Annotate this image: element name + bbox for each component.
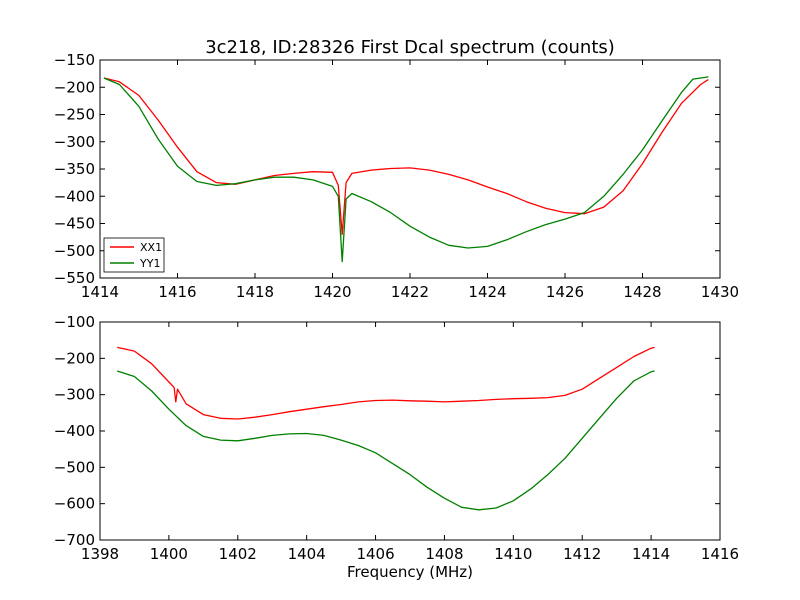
series-layer xyxy=(103,76,709,263)
y-tick-label: −550 xyxy=(54,269,95,287)
legend-label-yy1: YY1 xyxy=(139,257,160,270)
series-layer xyxy=(117,346,655,511)
legend-label-xx1: XX1 xyxy=(140,241,162,254)
y-tick-label: −250 xyxy=(54,106,95,124)
y-tick-label: −200 xyxy=(54,349,95,367)
x-tick-label: 1420 xyxy=(313,283,351,301)
axis-ticks: 1414 1416 1418 1420 1422 1424 1426 1428 1430 −550… xyxy=(54,51,739,301)
x-tick-label: 1416 xyxy=(701,545,739,563)
x-tick-label: 1418 xyxy=(236,283,274,301)
axis-ticks: 1398 1400 1402 1404 1406 1408 1410 1412 1414 1416… xyxy=(54,313,739,563)
x-tick-label: 1428 xyxy=(623,283,661,301)
y-tick-label: −300 xyxy=(54,386,95,404)
x-tick-label: 1402 xyxy=(219,545,257,563)
y-tick-label: −350 xyxy=(54,160,95,178)
x-tick-label: 1412 xyxy=(563,545,601,563)
y-tick-label: −300 xyxy=(54,133,95,151)
top-chart: 3c218, ID:28326 First Dcal spectrum (cou… xyxy=(54,37,739,301)
y-tick-label: −400 xyxy=(54,422,95,440)
x-tick-label: 1430 xyxy=(701,283,739,301)
x-tick-label: 1422 xyxy=(391,283,429,301)
x-tick-label: 1400 xyxy=(150,545,188,563)
x-axis-label: Frequency (MHz) xyxy=(347,563,473,581)
y-tick-label: −600 xyxy=(54,495,95,513)
y-tick-label: −200 xyxy=(54,78,95,96)
x-tick-label: 1408 xyxy=(425,545,463,563)
series-line-red xyxy=(117,346,655,420)
x-tick-label: 1404 xyxy=(288,545,326,563)
x-tick-label: 1424 xyxy=(468,283,506,301)
chart-title: 3c218, ID:28326 First Dcal spectrum (cou… xyxy=(205,37,615,58)
y-tick-label: −500 xyxy=(54,242,95,260)
series-line-green xyxy=(117,370,655,511)
x-tick-label: 1398 xyxy=(81,545,119,563)
x-tick-label: 1410 xyxy=(494,545,532,563)
series-line-xx1 xyxy=(103,77,709,236)
y-tick-label: −500 xyxy=(54,458,95,476)
series-line-yy1 xyxy=(103,76,709,263)
y-tick-label: −450 xyxy=(54,215,95,233)
y-tick-label: −700 xyxy=(54,531,95,549)
x-tick-label: 1414 xyxy=(81,283,119,301)
bottom-chart: 1398 1400 1402 1404 1406 1408 1410 1412 1414 1416… xyxy=(54,313,739,581)
x-tick-label: 1426 xyxy=(546,283,584,301)
legend-box xyxy=(103,237,165,273)
y-tick-label: −150 xyxy=(54,51,95,69)
legend: XX1 YY1 xyxy=(103,237,165,273)
x-tick-label: 1416 xyxy=(158,283,196,301)
x-tick-label: 1414 xyxy=(632,545,670,563)
y-tick-label: −100 xyxy=(54,313,95,331)
y-tick-label: −400 xyxy=(54,187,95,205)
x-tick-label: 1406 xyxy=(356,545,394,563)
